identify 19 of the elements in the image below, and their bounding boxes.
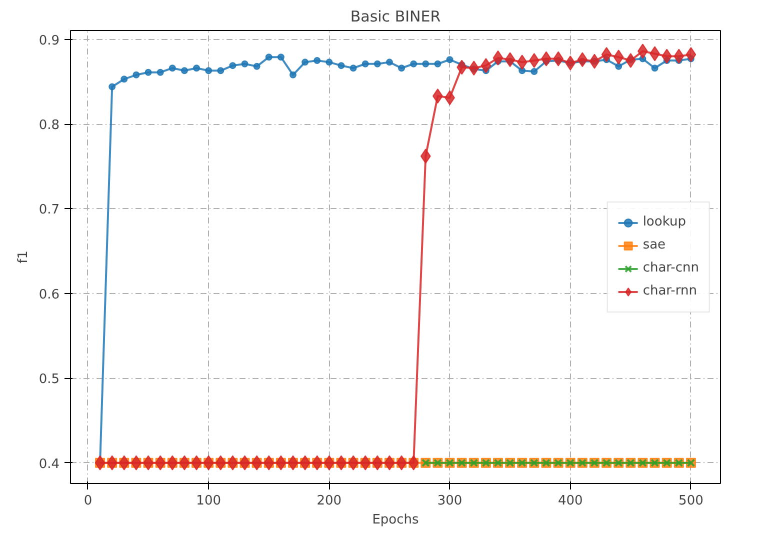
y-tick-label: 0.4: [38, 456, 60, 472]
legend-label: sae: [642, 238, 666, 252]
legend-label: lookup: [642, 214, 686, 230]
y-tick-label: 0.6: [38, 287, 60, 302]
x-tick-label: 100: [196, 494, 221, 508]
y-tick-label: 0.7: [38, 202, 60, 218]
y-tick-label: 0.9: [38, 33, 60, 48]
y-axis-title: f1: [16, 250, 31, 264]
x-tick-label: 300: [437, 494, 462, 508]
x-tick-label: 400: [558, 494, 583, 508]
chart-title: Basic BINER: [350, 8, 441, 26]
x-axis-title: Epochs: [372, 512, 420, 528]
x-tick-label: 200: [316, 494, 342, 508]
x-tick-label: 0: [84, 494, 92, 508]
legend-label: char-cnn: [642, 260, 699, 276]
y-tick-label: 0.5: [38, 372, 60, 388]
x-tick-label: 500: [678, 494, 704, 508]
y-tick-label: 0.8: [38, 118, 60, 134]
legend-label: char-rnn: [642, 284, 697, 298]
